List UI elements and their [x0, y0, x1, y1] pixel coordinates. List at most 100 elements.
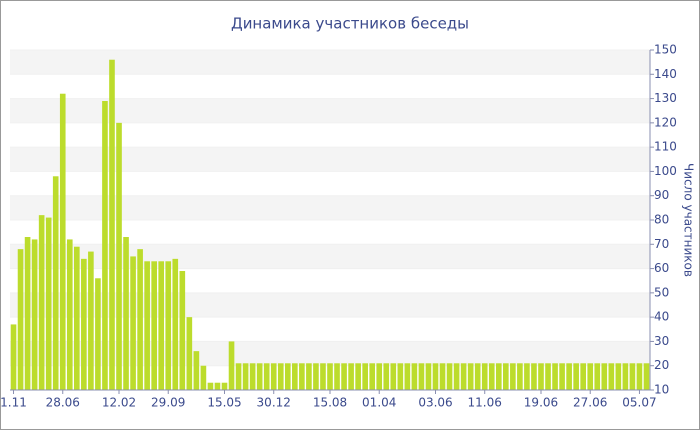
bar — [545, 363, 551, 390]
bar — [186, 317, 193, 390]
x-tick-label: 15.08 — [313, 396, 347, 410]
bar — [488, 363, 495, 390]
bar — [341, 363, 347, 390]
bar — [517, 363, 523, 390]
bar — [376, 363, 383, 390]
bar — [573, 363, 579, 390]
y-tick-label: 20 — [654, 358, 669, 372]
y-tick-label: 100 — [654, 164, 677, 178]
bar — [362, 363, 368, 390]
bar — [481, 363, 488, 390]
bar — [601, 363, 608, 390]
y-tick-label: 10 — [654, 383, 669, 397]
bar — [172, 258, 179, 390]
bar — [256, 363, 263, 390]
bar — [137, 249, 143, 390]
bar — [467, 363, 474, 390]
x-tick-label: 12.02 — [102, 396, 136, 410]
bar — [531, 363, 537, 390]
y-tick-label: 50 — [654, 285, 669, 299]
bar — [538, 363, 544, 390]
grid-band — [10, 98, 650, 123]
bar — [109, 59, 115, 390]
x-tick-label: 29.09 — [151, 396, 185, 410]
bar — [200, 365, 207, 390]
bar — [397, 363, 404, 390]
bar — [446, 363, 453, 390]
bar — [587, 363, 594, 390]
y-tick-label: 40 — [654, 310, 669, 324]
bar — [95, 278, 101, 390]
bar — [88, 251, 94, 390]
bar — [643, 363, 650, 390]
y-tick-label: 30 — [654, 334, 669, 348]
bar — [306, 363, 312, 390]
bar — [193, 351, 200, 390]
x-tick-label: 05.07 — [622, 396, 656, 410]
bar — [552, 363, 558, 390]
bar — [327, 363, 333, 390]
bar — [594, 363, 601, 390]
y-tick-label: 90 — [654, 188, 669, 202]
bar — [495, 363, 502, 390]
bar — [74, 246, 80, 390]
bar — [608, 363, 615, 390]
bar — [390, 363, 397, 390]
bar — [580, 363, 586, 390]
bar — [369, 363, 376, 390]
bar — [102, 101, 108, 390]
bar — [348, 363, 354, 390]
y-tick-label: 70 — [654, 237, 669, 251]
bar — [270, 363, 277, 390]
bar — [214, 382, 221, 390]
bar — [52, 176, 59, 390]
bar — [81, 258, 87, 390]
bar — [144, 261, 150, 390]
bar — [123, 237, 129, 390]
bar — [524, 363, 530, 390]
bar — [313, 363, 319, 390]
bar — [439, 363, 446, 390]
x-tick-label: 01.04 — [362, 396, 396, 410]
bar — [277, 363, 284, 390]
y-axis-label: Число участников — [682, 163, 696, 277]
x-tick-label: 28.06 — [46, 396, 80, 410]
bar — [45, 217, 52, 390]
bar — [284, 363, 291, 390]
bar — [24, 237, 31, 390]
bar — [10, 324, 17, 390]
bar — [503, 363, 509, 390]
y-tick-label: 120 — [654, 115, 677, 129]
bar — [559, 363, 565, 390]
bar — [17, 249, 24, 390]
y-tick-label: 130 — [654, 91, 677, 105]
bar — [249, 363, 256, 390]
bar — [31, 239, 38, 390]
bar — [242, 363, 249, 390]
bar — [320, 363, 326, 390]
bar — [383, 363, 390, 390]
bar — [404, 363, 411, 390]
x-tick-label: 19.06 — [524, 396, 558, 410]
y-tick-label: 60 — [654, 261, 669, 275]
bar — [38, 215, 45, 390]
bar — [263, 363, 270, 390]
bar — [355, 363, 361, 390]
y-tick-label: 150 — [654, 43, 677, 57]
bar — [292, 363, 298, 390]
bar — [235, 363, 242, 390]
bar — [636, 363, 643, 390]
bar — [158, 261, 165, 390]
bar — [510, 363, 516, 390]
bar — [207, 382, 214, 390]
bar — [228, 341, 235, 390]
x-tick-label: 15.05 — [207, 396, 241, 410]
bar — [334, 363, 340, 390]
bar — [453, 363, 460, 390]
bar — [411, 363, 418, 390]
x-tick-label: 27.06 — [573, 396, 607, 410]
bar — [629, 363, 636, 390]
bar — [418, 363, 425, 390]
bar — [165, 261, 172, 390]
